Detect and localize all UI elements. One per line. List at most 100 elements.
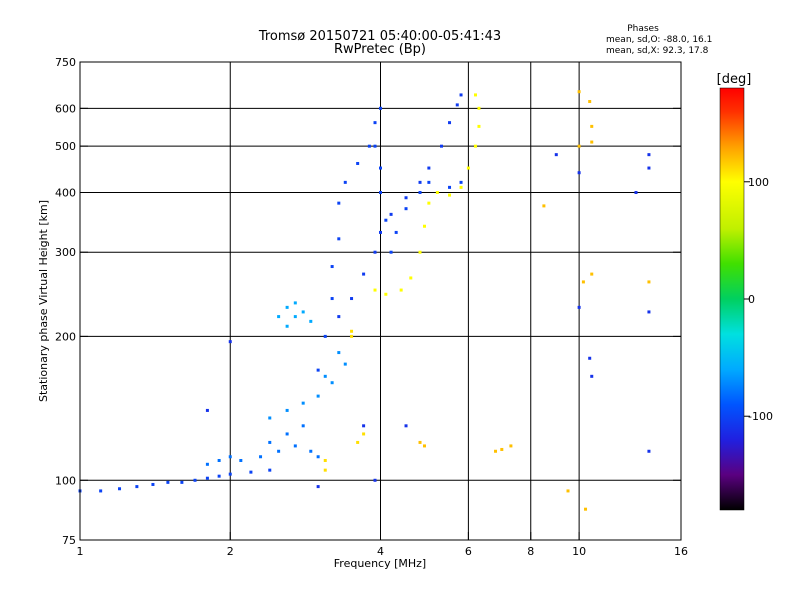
colorbar-tick-label: 100 bbox=[748, 176, 769, 189]
data-point bbox=[362, 424, 366, 428]
data-point bbox=[205, 408, 209, 412]
data-point bbox=[455, 103, 459, 107]
x-axis-ticks: 1 2 4 6 8 10 16 bbox=[77, 532, 688, 558]
data-point bbox=[337, 351, 341, 355]
data-points bbox=[78, 90, 651, 511]
y-tick-label: 300 bbox=[55, 246, 76, 259]
data-point bbox=[590, 140, 594, 144]
data-point bbox=[379, 106, 382, 110]
data-point bbox=[373, 250, 377, 254]
data-point bbox=[473, 144, 477, 148]
data-point bbox=[350, 297, 354, 301]
data-point bbox=[316, 394, 320, 398]
colorbar-tick-label: -100 bbox=[748, 410, 773, 423]
data-point bbox=[356, 161, 360, 165]
data-point bbox=[448, 121, 452, 125]
data-point bbox=[135, 485, 139, 489]
data-point bbox=[399, 288, 403, 292]
data-point bbox=[590, 374, 594, 378]
data-point bbox=[459, 93, 463, 97]
data-point bbox=[418, 440, 422, 444]
data-point bbox=[427, 201, 431, 205]
data-point bbox=[316, 368, 320, 372]
x-tick-label: 6 bbox=[465, 545, 472, 558]
stats-line-x: mean, sd,X: 92.3, 17.8 bbox=[606, 46, 709, 56]
data-point bbox=[337, 237, 341, 241]
data-point bbox=[99, 489, 103, 493]
data-point bbox=[285, 324, 289, 328]
data-point bbox=[418, 180, 422, 184]
data-point bbox=[373, 478, 377, 482]
y-tick-label: 75 bbox=[62, 534, 76, 547]
data-point bbox=[323, 468, 327, 472]
data-point bbox=[373, 288, 377, 292]
data-point bbox=[367, 144, 371, 148]
data-point bbox=[581, 280, 585, 284]
data-point bbox=[473, 93, 477, 97]
data-point bbox=[422, 224, 426, 228]
colorbar-title: [deg] bbox=[717, 72, 752, 87]
data-point bbox=[323, 458, 327, 462]
data-point bbox=[409, 276, 413, 280]
data-point bbox=[590, 272, 594, 276]
data-point bbox=[217, 458, 221, 462]
data-point bbox=[249, 470, 253, 474]
colorbar-ticks: 100 0 -100 bbox=[744, 176, 773, 423]
data-point bbox=[404, 207, 408, 211]
data-point bbox=[440, 144, 444, 148]
data-point bbox=[277, 315, 281, 319]
data-point bbox=[316, 455, 320, 459]
data-point bbox=[647, 449, 651, 453]
data-point bbox=[389, 212, 393, 216]
y-axis-label: Stationary phase Virtual Height [km] bbox=[37, 200, 50, 402]
data-point bbox=[477, 106, 481, 110]
data-point bbox=[285, 432, 289, 436]
data-point bbox=[330, 381, 334, 385]
data-point bbox=[309, 319, 313, 323]
data-point bbox=[459, 180, 463, 184]
data-point bbox=[301, 310, 305, 314]
data-point bbox=[379, 166, 382, 170]
data-point bbox=[205, 476, 209, 480]
data-point bbox=[356, 440, 360, 444]
data-point bbox=[301, 424, 305, 428]
data-point bbox=[577, 144, 581, 148]
data-point bbox=[350, 334, 354, 338]
data-point bbox=[337, 315, 341, 319]
data-point bbox=[118, 487, 122, 491]
data-point bbox=[384, 292, 388, 296]
data-point bbox=[379, 190, 382, 194]
y-tick-label: 200 bbox=[55, 330, 76, 343]
y-tick-label: 500 bbox=[55, 140, 76, 153]
data-point bbox=[217, 474, 221, 478]
data-point bbox=[316, 485, 320, 489]
data-point bbox=[362, 272, 366, 276]
data-point bbox=[362, 432, 366, 436]
data-point bbox=[577, 90, 581, 94]
data-point bbox=[394, 230, 398, 234]
data-point bbox=[228, 340, 232, 344]
data-point bbox=[205, 462, 209, 466]
data-point bbox=[285, 305, 289, 309]
data-point bbox=[647, 280, 651, 284]
data-point bbox=[448, 185, 452, 189]
data-point bbox=[285, 408, 289, 412]
y-axis-ticks: 75 100 200 300 400 500 600 750 bbox=[55, 56, 681, 547]
colorbar bbox=[719, 87, 745, 511]
data-point bbox=[466, 166, 470, 170]
data-point bbox=[418, 250, 422, 254]
data-point bbox=[350, 329, 354, 333]
data-point bbox=[389, 250, 393, 254]
data-point bbox=[293, 301, 297, 305]
data-point bbox=[259, 455, 263, 459]
stats-line-o: mean, sd,O: -88.0, 16.1 bbox=[606, 35, 712, 45]
data-point bbox=[151, 482, 155, 486]
data-point bbox=[427, 166, 431, 170]
data-point bbox=[228, 455, 232, 459]
x-tick-label: 1 bbox=[77, 545, 84, 558]
data-point bbox=[268, 416, 272, 420]
data-point bbox=[647, 166, 651, 170]
data-point bbox=[323, 334, 327, 338]
x-tick-label: 8 bbox=[527, 545, 534, 558]
